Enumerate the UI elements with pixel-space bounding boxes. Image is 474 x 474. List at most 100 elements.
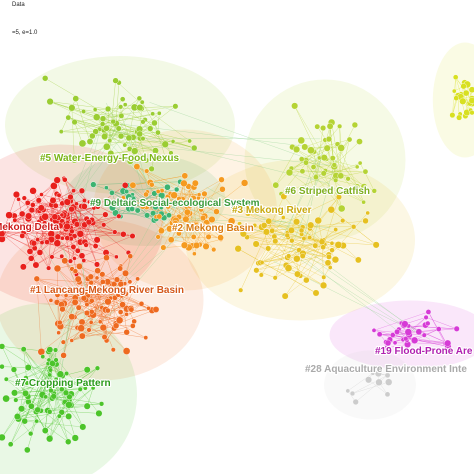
node [69,338,74,343]
node [103,254,110,261]
node [285,253,292,259]
link [115,123,190,142]
link [172,141,195,149]
node [92,243,99,249]
node [357,160,363,166]
node [456,114,463,121]
node [298,227,305,234]
node [146,306,151,311]
link [124,256,131,284]
node [269,227,276,234]
link [329,126,334,159]
cluster-label: #3 Mekong River [232,205,312,216]
node [51,213,59,221]
link [115,212,148,216]
node [119,96,126,102]
node [99,279,106,285]
link [173,189,223,219]
node [327,205,335,214]
node [110,118,116,125]
node [166,212,172,219]
link [65,367,98,384]
node [12,190,20,199]
node [39,240,45,245]
node [56,413,62,419]
node [436,326,442,332]
link [75,116,104,230]
node [58,409,65,416]
node [92,128,99,135]
node [48,367,54,373]
node [425,320,431,327]
node [48,298,54,303]
node [81,258,87,263]
link [313,160,336,238]
node [132,202,138,208]
node [176,201,182,207]
link [58,283,113,333]
node [162,201,169,208]
link [30,370,50,434]
node [24,199,31,206]
link [36,278,106,310]
node [374,369,382,378]
node [2,394,10,403]
link [193,198,204,227]
link [355,375,388,403]
node [355,256,362,264]
link [130,138,321,140]
node [164,183,171,191]
link [258,262,301,277]
node [331,256,340,264]
node [239,230,248,238]
link [332,157,365,187]
node [170,191,178,199]
node [334,241,343,249]
link [142,121,166,145]
node [361,199,366,205]
node [58,129,64,134]
node [60,235,65,241]
link [71,107,122,117]
link [36,278,42,352]
node [73,288,79,294]
link [50,401,68,438]
node [139,99,145,105]
node [333,227,339,232]
node [30,202,36,208]
node [326,253,332,260]
node [196,192,202,197]
node [135,276,140,282]
link [315,126,331,178]
node [32,261,40,269]
node [126,157,134,165]
node [88,280,94,286]
node [61,257,69,265]
node [284,232,290,239]
node [401,320,409,328]
node [75,304,82,311]
node [147,125,154,132]
link [57,297,78,372]
link [69,287,123,305]
node [375,378,383,386]
node [93,236,101,244]
link [24,197,93,223]
node [354,183,361,190]
node [7,441,14,448]
node [321,274,327,280]
node [281,292,289,300]
node [182,215,190,223]
node [77,386,83,392]
cluster-area [432,42,474,158]
node [320,125,327,132]
node [293,255,301,263]
node [318,238,326,245]
link [36,278,59,324]
node [98,401,105,407]
link [368,379,388,395]
node [394,328,401,335]
node [11,389,19,397]
node [29,187,37,195]
node [42,75,49,82]
